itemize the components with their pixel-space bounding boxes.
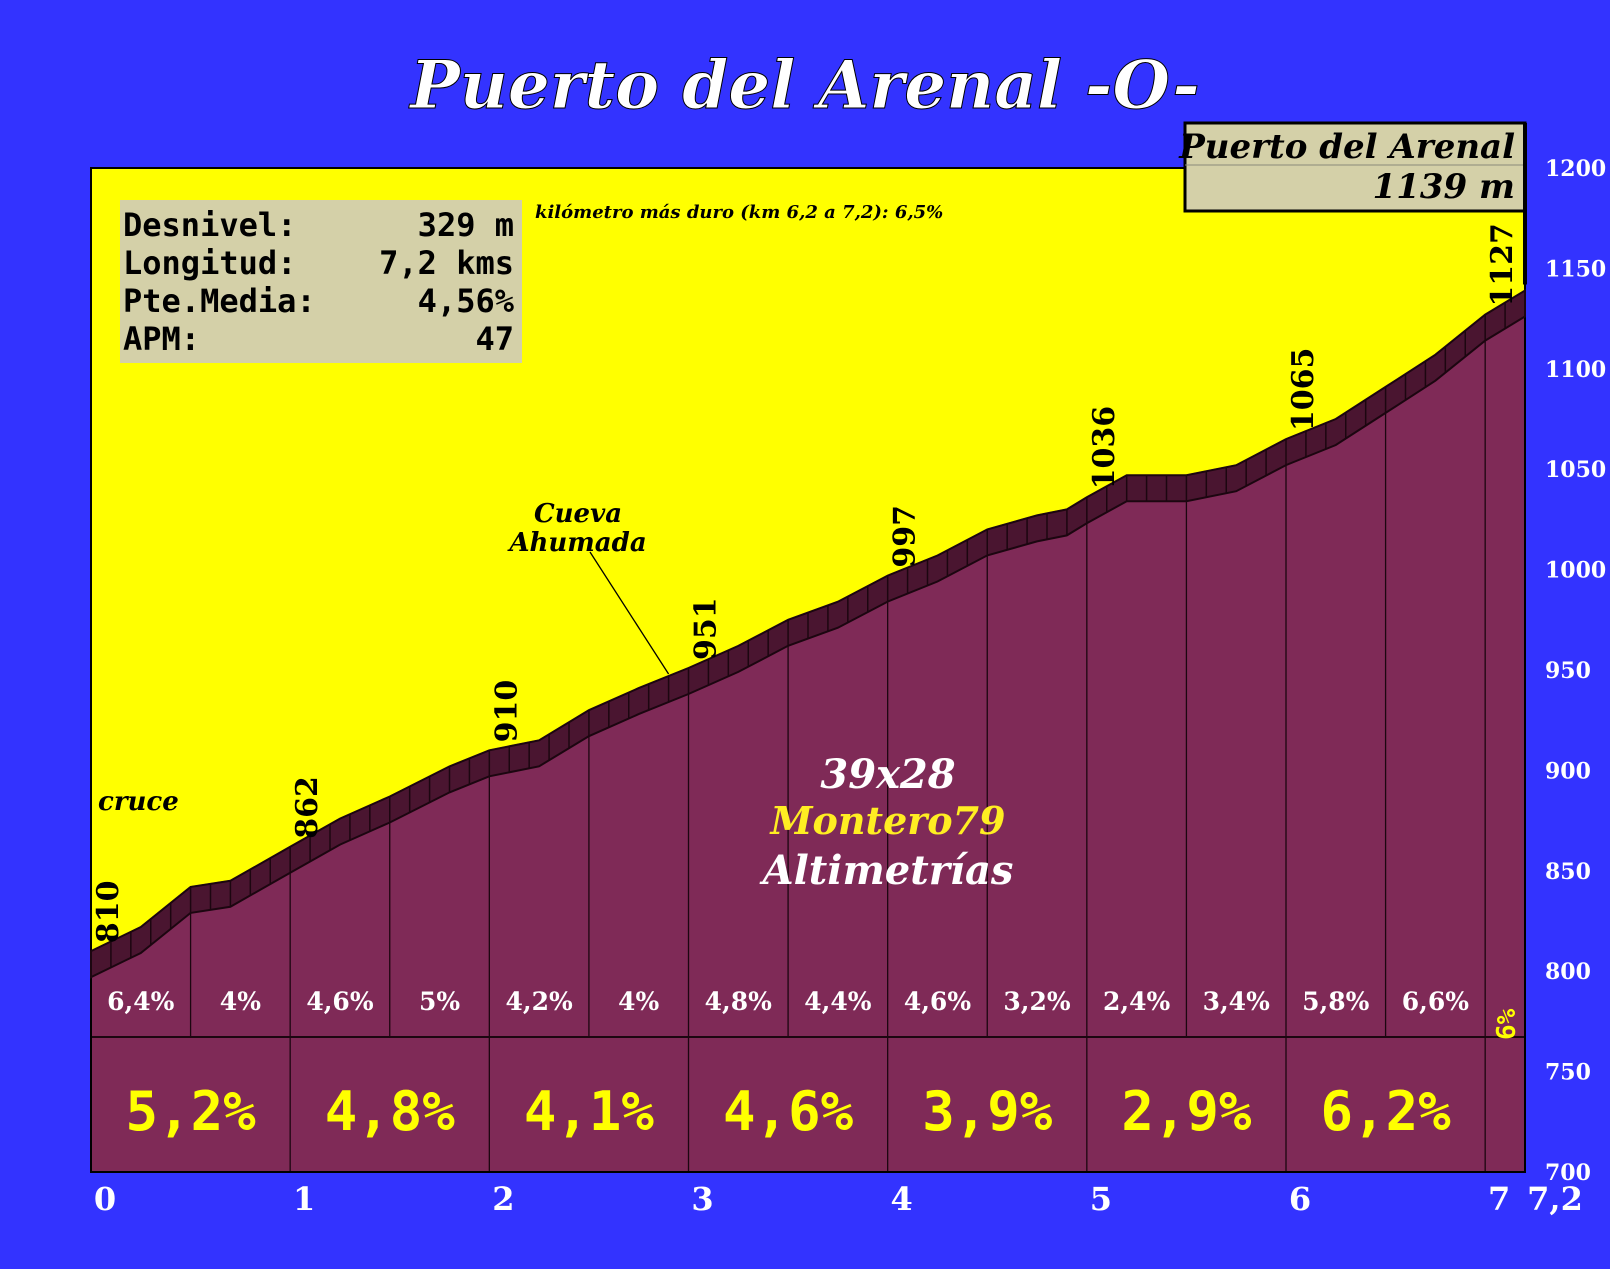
half-km-gradient: 6,4% [107,987,174,1016]
annotation-ahumada: Ahumada [506,528,646,558]
half-km-gradient: 3,4% [1203,987,1270,1016]
y-tick-label: 1200 [1545,156,1606,182]
stats-value-desnivel: 329 m [418,206,514,244]
altitude-labels: 810 862 910 951 997 1036 1065 1127 [91,223,1520,943]
watermark: 39x28 Montero79 Altimetrías [759,751,1014,894]
stats-value-apm: 47 [475,320,514,358]
altitude-label: 997 [888,505,923,568]
y-axis: 700 750 800 850 900 950 1000 1050 1100 1150 1200 [1545,156,1606,1186]
stats-value-longitud: 7,2 kms [379,244,514,282]
x-tick-label: 7,2 [1527,1180,1583,1218]
altitude-label: 810 [91,880,126,943]
annotation-leader [589,551,670,675]
y-tick-label: 1000 [1545,558,1606,584]
y-tick-label: 850 [1545,859,1591,885]
stats-label-longitud: Longitud: [123,244,296,282]
x-tick-label: 2 [492,1180,514,1218]
half-km-gradient: 4,2% [506,987,573,1016]
x-tick-label: 5 [1090,1180,1112,1218]
x-axis: 0 1 2 3 4 5 6 7 7,2 [94,1180,1583,1218]
km-gradient: 5,2% [126,1080,257,1143]
stats-value-pendiente: 4,56% [418,282,515,320]
x-tick-label: 3 [691,1180,713,1218]
x-tick-label: 4 [891,1180,913,1218]
summit-altitude: 1139 m [1373,167,1515,207]
half-km-gradient: 5% [419,987,460,1016]
stats-box-bg [120,200,522,363]
km-gradient: 6% [1492,1008,1522,1040]
altitude-label: 862 [290,776,325,839]
y-tick-label: 900 [1545,758,1591,784]
x-tick-label: 1 [293,1180,315,1218]
profile-ridge [90,288,1526,979]
x-tick-label: 0 [94,1180,116,1218]
half-km-gradient: 2,4% [1103,987,1170,1016]
half-km-gradient: 4,8% [705,987,772,1016]
km-gradient: 4,1% [524,1080,655,1143]
km-gradient: 6,2% [1321,1080,1452,1143]
y-tick-label: 1150 [1545,256,1606,282]
stats-box: Desnivel: 329 m Longitud: 7,2 kms Pte.Me… [120,200,522,363]
half-km-gradient: 4% [220,987,261,1016]
summit-box-bg [1183,121,1527,213]
stats-label-desnivel: Desnivel: [123,206,296,244]
y-tick-label: 700 [1545,1160,1591,1186]
altitude-label: 1036 [1087,406,1122,490]
stats-label-pendiente: Pte.Media: [123,282,316,320]
y-tick-label: 800 [1545,959,1591,985]
watermark-site: Altimetrías [759,847,1014,894]
km-gradients: 5,2% 4,8% 4,1% 4,6% 3,9% 2,9% 6,2% 6% [126,1008,1523,1143]
km-gradient: 4,6% [723,1080,854,1143]
watermark-author: Montero79 [768,798,1005,843]
annotation-cruce: cruce [98,787,179,817]
half-km-gradient: 6,6% [1402,987,1469,1016]
y-tick-label: 950 [1545,658,1591,684]
hardest-km-note: kilómetro más duro (km 6,2 a 7,2): 6,5% [535,202,943,223]
stats-label-apm: APM: [123,320,200,358]
half-km-gradient: 5,8% [1302,987,1369,1016]
km-gradient: 3,9% [922,1080,1053,1143]
altitude-label: 1065 [1286,348,1321,432]
km-gradient: 2,9% [1121,1080,1252,1143]
half-km-gradient: 4,6% [904,987,971,1016]
half-km-gradient: 4,6% [306,987,373,1016]
x-tick-label: 6 [1289,1180,1311,1218]
y-tick-label: 1100 [1545,357,1606,383]
chart-title: Puerto del Arenal -O- [408,46,1200,124]
annotation-cueva: Cueva [534,499,622,529]
half-km-gradients: 6,4% 4% 4,6% 5% 4,2% 4% 4,8% 4,4% 4,6% 3,2% 2,4% 3,… [107,987,1469,1016]
y-tick-label: 1050 [1545,457,1606,483]
segment-lines [90,167,1526,1173]
km-gradient: 4,8% [325,1080,456,1143]
altitude-label: 910 [489,680,524,743]
half-km-gradient: 4,4% [804,987,871,1016]
summit-name: Puerto del Arenal [1178,127,1515,167]
y-tick-label: 750 [1545,1060,1591,1086]
x-tick-label: 7 [1488,1180,1510,1218]
altitude-label: 1127 [1485,223,1520,307]
half-km-gradient: 4% [618,987,659,1016]
watermark-gear: 39x28 [820,751,955,798]
summit-box: Puerto del Arenal 1139 m [1178,121,1527,285]
plot-frame [90,167,1526,1173]
altitude-label: 951 [689,597,724,660]
half-km-gradient: 3,2% [1003,987,1070,1016]
